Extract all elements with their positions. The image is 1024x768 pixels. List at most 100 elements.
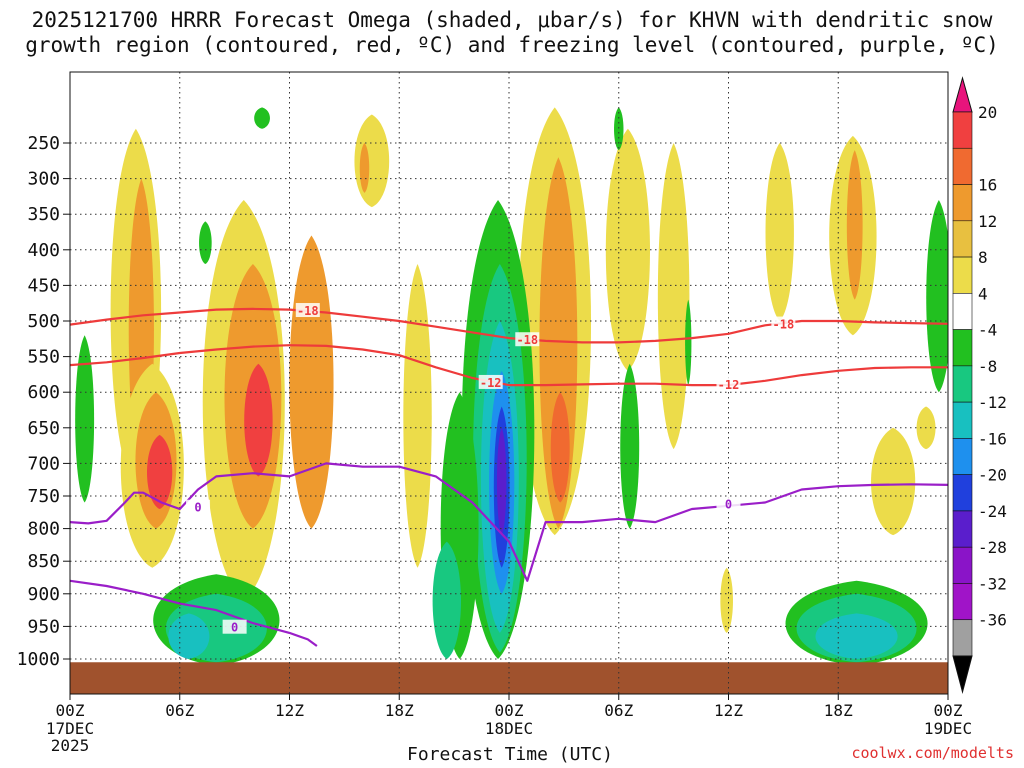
colorbar-swatch — [952, 256, 973, 294]
colorbar-label: -20 — [978, 466, 1007, 485]
contour-line-2 — [70, 462, 948, 582]
colorbar-label: 12 — [978, 212, 997, 231]
ascent-area-top-b — [614, 107, 624, 151]
x-tick-sublabel: 18DEC — [485, 719, 533, 738]
descent-area-k-core — [846, 150, 863, 300]
contour-label-bg — [186, 499, 211, 514]
contour-label-bg — [771, 316, 796, 331]
colorbar-swatch — [952, 474, 973, 512]
colorbar-swatch — [952, 619, 973, 657]
y-tick-label: 950 — [27, 616, 60, 637]
colorbar-label: -12 — [978, 393, 1007, 412]
y-tick-label: 700 — [27, 453, 60, 474]
contour-label: 0 — [231, 621, 238, 635]
x-tick-label: 06Z — [165, 701, 194, 720]
colorbar-bottom-arrow — [952, 655, 973, 694]
descent-area-b-core — [147, 434, 173, 510]
x-tick-label: 00Z — [495, 701, 524, 720]
contour-label: -18 — [297, 304, 319, 318]
x-tick-sublabel: 19DEC — [924, 719, 972, 738]
colorbar-label: -24 — [978, 502, 1007, 521]
colorbar-label: 16 — [978, 176, 997, 195]
colorbar-swatch — [952, 583, 973, 621]
chart-title-line1: 2025121700 HRRR Forecast Omega (shaded, … — [31, 8, 993, 32]
contour-line-3 — [70, 579, 318, 647]
omega-shading — [70, 107, 948, 694]
colorbar-swatch — [952, 438, 973, 475]
contour-label-bg — [716, 496, 741, 511]
colorbar-swatch — [952, 293, 973, 330]
contour-lines: -18 -18 -18 -12 -12 0 0 0 — [70, 303, 948, 647]
contour-line-0 — [70, 307, 948, 344]
colorbar-label: -36 — [978, 611, 1007, 630]
descent-area-e — [354, 114, 390, 208]
contour-label: 0 — [194, 501, 201, 515]
colorbar-label: 8 — [978, 248, 988, 267]
y-tick-label: 500 — [27, 311, 60, 332]
descent-area-f — [403, 264, 432, 568]
contour-label: 0 — [725, 497, 732, 511]
x-tick-label: 18Z — [385, 701, 414, 720]
watermark: coolwx.com/modelts — [851, 744, 1014, 762]
colorbar-swatch — [952, 147, 973, 185]
x-axis-title: Forecast Time (UTC) — [407, 744, 613, 765]
colorbar-label: 20 — [978, 103, 997, 122]
ascent-area-mid — [620, 363, 640, 529]
x-tick-label: 00Z — [56, 701, 85, 720]
y-tick-label: 600 — [27, 382, 60, 403]
ascent-area-top-a — [254, 107, 270, 129]
ascent-area-thin — [685, 299, 692, 386]
contour-label: -12 — [480, 376, 502, 390]
x-tick-label: 06Z — [604, 701, 633, 720]
x-tick-label: 12Z — [275, 701, 304, 720]
colorbar-swatch — [952, 546, 973, 584]
x-tick-label: 00Z — [934, 701, 963, 720]
descent-area-n — [720, 567, 733, 633]
x-tick-label: 12Z — [714, 701, 743, 720]
colorbar-label: -16 — [978, 429, 1007, 448]
colorbar-swatch — [952, 510, 973, 548]
colorbar-label: -8 — [978, 357, 997, 376]
y-tick-label: 550 — [27, 347, 60, 368]
contour-label-bg — [716, 377, 741, 392]
ascent-area-west-low — [432, 541, 462, 659]
contour-label: -18 — [516, 333, 538, 347]
contour-label-bg — [222, 619, 247, 634]
ascent-area-low-b-core — [815, 613, 898, 659]
colorbar-label: -28 — [978, 538, 1007, 557]
y-tick-label: 450 — [27, 275, 60, 296]
descent-area-j — [765, 143, 794, 321]
y-tick-label: 300 — [27, 169, 60, 190]
descent-area-e-core — [359, 143, 370, 193]
descent-area-h — [605, 128, 650, 371]
x-tick-sublabel: 17DEC — [46, 719, 94, 738]
colorbar-label: 4 — [978, 284, 988, 303]
ascent-area-low-a-core — [168, 613, 210, 659]
ascent-area-core-f — [496, 427, 507, 536]
x-tick-year: 2025 — [51, 736, 90, 755]
y-tick-label: 350 — [27, 204, 60, 225]
y-tick-label: 1000 — [17, 649, 60, 670]
colorbar-label: -4 — [978, 321, 997, 340]
contour-label-bg — [478, 374, 503, 389]
ascent-area-left-b — [199, 221, 212, 265]
colorbar-swatch — [952, 111, 973, 149]
y-tick-label: 250 — [27, 133, 60, 154]
y-tick-label: 850 — [27, 551, 60, 572]
contour-label-bg — [515, 332, 540, 347]
y-tick-label: 800 — [27, 519, 60, 540]
colorbar-label: -32 — [978, 574, 1007, 593]
ascent-area-left-a — [75, 335, 95, 503]
contour-line-1 — [70, 344, 948, 387]
y-axis: 250 300 350 400 450 500 550 600 650 700 750 800 850 9… — [17, 133, 70, 670]
contour-label-bg — [295, 303, 320, 318]
contour-label: -12 — [718, 378, 740, 392]
y-tick-label: 400 — [27, 240, 60, 261]
contour-label: -18 — [773, 318, 795, 332]
grid-lines — [70, 72, 948, 694]
descent-area-g-core — [550, 392, 570, 503]
colorbar: 20 16 12 8 4 -4 -8 -12 -16 -20 -24 -28 -32 -36 — [952, 76, 1007, 694]
colorbar-swatch — [952, 184, 973, 222]
